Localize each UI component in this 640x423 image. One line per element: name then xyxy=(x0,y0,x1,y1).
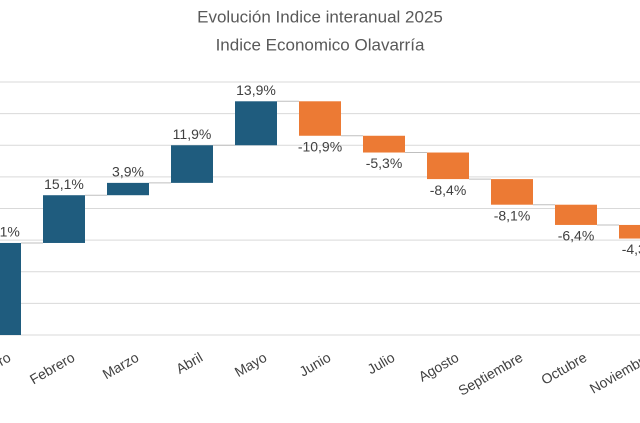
value-label: -8,4% xyxy=(430,182,467,198)
value-label: -6,4% xyxy=(558,228,595,244)
bar xyxy=(491,179,533,205)
x-tick-label: Julio xyxy=(364,349,397,377)
chart-subtitle: Indice Economico Olavarría xyxy=(216,35,425,54)
bar xyxy=(43,195,85,243)
value-label: 11,9% xyxy=(173,126,212,142)
chart-title: Evolución Indice interanual 2025 xyxy=(197,7,443,26)
bar xyxy=(299,101,341,136)
value-label: -10,9% xyxy=(298,138,342,154)
value-label: -8,1% xyxy=(494,207,531,223)
x-tick-label: Septiembre xyxy=(455,349,525,399)
x-tick-label: Febrero xyxy=(27,349,78,387)
x-tick-label: Enero xyxy=(0,349,14,382)
bar xyxy=(107,182,149,196)
value-label: -5,3% xyxy=(366,155,403,171)
bar xyxy=(427,152,469,180)
bar xyxy=(0,242,21,335)
bar xyxy=(619,224,640,239)
x-tick-label: Octubre xyxy=(538,349,589,388)
value-label: 13,9% xyxy=(236,82,276,98)
x-tick-label: Abril xyxy=(173,349,205,377)
bar xyxy=(363,135,405,153)
value-label: 29,1% xyxy=(0,224,20,240)
x-tick-label: Marzo xyxy=(100,349,142,382)
x-tick-label: Noviembre xyxy=(587,349,640,397)
x-tick-label: Junio xyxy=(296,349,333,380)
bar xyxy=(171,145,213,183)
x-tick-label: Agosto xyxy=(416,349,462,385)
x-tick-label: Mayo xyxy=(232,349,270,380)
bar xyxy=(235,101,277,146)
value-label: -4,3% xyxy=(622,241,640,257)
value-label: 15,1% xyxy=(44,176,84,192)
bar xyxy=(555,204,597,225)
value-label: 3,9% xyxy=(112,164,144,180)
